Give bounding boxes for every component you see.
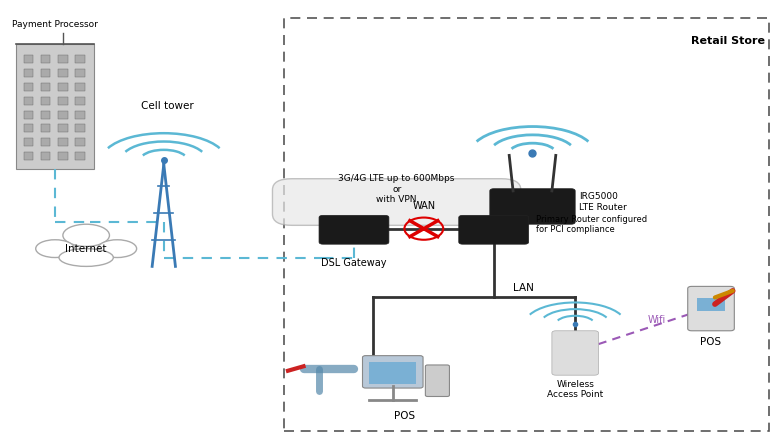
- Text: Cell tower: Cell tower: [141, 101, 194, 111]
- Ellipse shape: [98, 240, 137, 258]
- Bar: [41, 69, 51, 77]
- Text: 3G/4G LTE up to 600Mbps: 3G/4G LTE up to 600Mbps: [339, 174, 455, 183]
- Ellipse shape: [59, 249, 113, 266]
- Text: Wifi: Wifi: [647, 315, 666, 325]
- Text: Retail Store: Retail Store: [692, 36, 765, 46]
- Bar: [24, 56, 33, 63]
- Bar: [75, 69, 85, 77]
- Text: LAN: LAN: [513, 283, 534, 293]
- FancyBboxPatch shape: [16, 44, 94, 169]
- Text: or: or: [392, 185, 401, 194]
- Bar: [24, 111, 33, 119]
- FancyBboxPatch shape: [697, 298, 725, 311]
- Bar: [24, 138, 33, 146]
- FancyBboxPatch shape: [425, 365, 449, 396]
- Bar: [41, 124, 51, 132]
- Text: Wireless
Access Point: Wireless Access Point: [547, 380, 603, 399]
- Bar: [24, 69, 33, 77]
- Text: IRG5000
LTE Router: IRG5000 LTE Router: [579, 192, 627, 212]
- Bar: [75, 152, 85, 160]
- Bar: [41, 152, 51, 160]
- Bar: [41, 97, 51, 105]
- Bar: [75, 97, 85, 105]
- Bar: [58, 138, 68, 146]
- FancyBboxPatch shape: [490, 189, 575, 224]
- Bar: [24, 83, 33, 91]
- Bar: [75, 83, 85, 91]
- FancyBboxPatch shape: [458, 215, 528, 244]
- Bar: [41, 83, 51, 91]
- Bar: [58, 83, 68, 91]
- Bar: [58, 56, 68, 63]
- Bar: [58, 124, 68, 132]
- Bar: [75, 111, 85, 119]
- FancyBboxPatch shape: [273, 179, 521, 226]
- Text: POS: POS: [700, 337, 722, 348]
- FancyBboxPatch shape: [370, 362, 416, 384]
- Text: DSL Gateway: DSL Gateway: [321, 258, 387, 268]
- Bar: [75, 138, 85, 146]
- Ellipse shape: [63, 224, 110, 246]
- Text: POS: POS: [394, 411, 415, 421]
- Bar: [41, 138, 51, 146]
- FancyBboxPatch shape: [363, 356, 423, 388]
- Ellipse shape: [36, 240, 75, 258]
- Bar: [58, 111, 68, 119]
- Bar: [58, 97, 68, 105]
- Text: Internet: Internet: [65, 244, 107, 254]
- Text: WAN: WAN: [413, 201, 435, 211]
- FancyBboxPatch shape: [688, 286, 734, 331]
- Bar: [41, 111, 51, 119]
- Text: Primary Router configured
for PCI compliance: Primary Router configured for PCI compli…: [536, 214, 647, 234]
- FancyBboxPatch shape: [319, 215, 389, 244]
- Bar: [24, 124, 33, 132]
- Bar: [75, 124, 85, 132]
- Text: Payment Processor: Payment Processor: [12, 20, 98, 29]
- Bar: [24, 152, 33, 160]
- Bar: [58, 152, 68, 160]
- Bar: [75, 56, 85, 63]
- Bar: [58, 69, 68, 77]
- Bar: [24, 97, 33, 105]
- FancyBboxPatch shape: [552, 331, 598, 375]
- Text: with VPN: with VPN: [376, 195, 417, 204]
- Bar: [41, 56, 51, 63]
